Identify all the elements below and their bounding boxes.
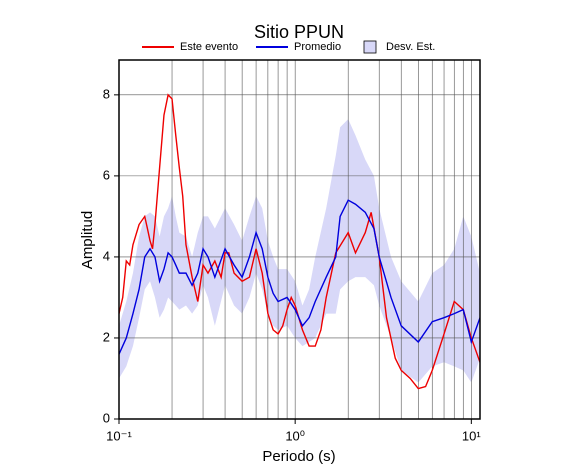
- x-tick-label: 10⁰: [285, 428, 305, 443]
- series-line: [119, 93, 480, 390]
- legend-label: Promedio: [294, 41, 341, 53]
- std-band: [119, 119, 480, 383]
- legend-label: Este evento: [180, 41, 238, 53]
- legend-swatch: [363, 40, 377, 54]
- y-axis-label: Amplitud: [79, 211, 96, 269]
- x-axis-label: Periodo (s): [262, 448, 335, 465]
- x-tick-label: 10⁻¹: [106, 428, 132, 443]
- chart-title: Sitio PPUN: [254, 22, 344, 42]
- y-tick-label: 2: [103, 329, 110, 344]
- x-tick-label: 10¹: [462, 428, 481, 443]
- y-tick-label: 4: [103, 248, 110, 263]
- y-tick-label: 0: [103, 410, 110, 425]
- y-tick-label: 8: [103, 86, 110, 101]
- plot-frame: [118, 59, 481, 420]
- y-tick-label: 6: [103, 167, 110, 182]
- legend-label: Desv. Est.: [386, 41, 435, 53]
- series-line: [119, 199, 480, 355]
